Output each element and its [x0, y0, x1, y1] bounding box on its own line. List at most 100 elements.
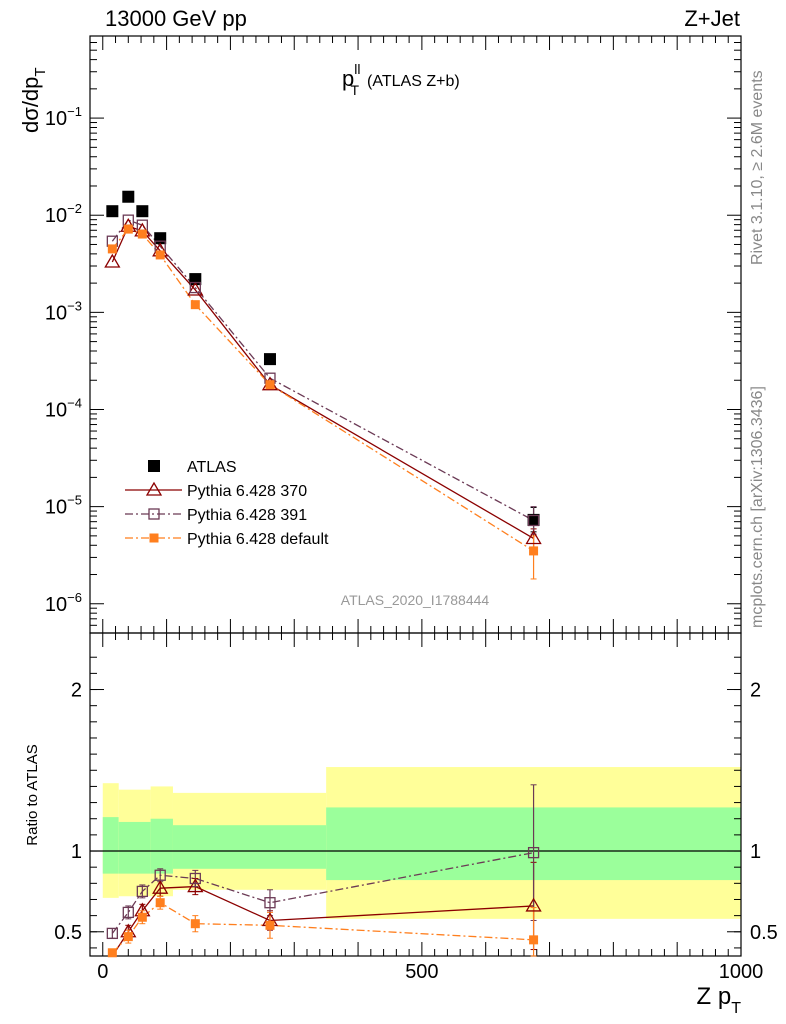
main-data-point: [137, 229, 147, 239]
main-y-tick-exp: −4: [67, 395, 82, 410]
main-data-point: [123, 224, 133, 234]
main-y-tick-base: 10: [45, 108, 67, 130]
legend-marker: [148, 508, 160, 520]
main-data-point: [187, 281, 204, 296]
main-y-tick-label: 10−6: [45, 590, 82, 616]
plot-title-suffix: (ATLAS Z+b): [367, 73, 460, 90]
main-series-line: [111, 225, 534, 540]
main-series-lines: [111, 219, 534, 552]
main-data-point: [106, 205, 119, 218]
process-label: Z+Jet: [684, 6, 740, 31]
ratio-panel: 0.5 0.5 1 1 2 2 0 500 1000 Ratio to ATLAS Z pT: [24, 632, 778, 1017]
main-y-tick-label: 10−1: [45, 104, 82, 130]
ratio-data-point: [155, 898, 165, 908]
legend-label: Pythia 6.428 391: [187, 507, 307, 524]
ratio-y-tick-label-left: 0.5: [54, 922, 82, 944]
ratio-data-point: [529, 935, 539, 945]
main-panel: 10−110−210−310−410−510−6 dσ/dpT pll T (ATL…: [18, 35, 742, 634]
plot-title-sub: T: [350, 82, 359, 98]
main-data-point: [155, 250, 165, 260]
plot-title-sup: ll: [354, 61, 360, 77]
legend-marker: [149, 533, 159, 543]
main-data-point: [263, 353, 276, 366]
main-data-point: [265, 380, 275, 390]
ratio-data-point: [187, 878, 204, 893]
ratio-data-point: [264, 897, 276, 909]
main-data-point: [527, 514, 540, 527]
legend: ATLAS Pythia 6.428 370 Pythia 6.428 391 Pyt…: [125, 459, 329, 548]
ratio-frame: [89, 632, 742, 957]
ratio-y-tick-label-left: 1: [71, 841, 82, 863]
ratio-data-point: [137, 912, 147, 922]
ratio-ticks: 0.5 0.5 1 1 2 2 0 500 1000: [54, 633, 778, 983]
main-y-tick-exp: −1: [67, 104, 82, 119]
legend-label: ATLAS: [187, 459, 237, 476]
ratio-green-band: [172, 825, 327, 869]
plot-title: pll T (ATLAS Z+b): [342, 61, 460, 98]
x-axis-label: Z pT: [697, 983, 742, 1017]
ratio-markers: [106, 846, 542, 958]
main-series-line: [111, 228, 534, 552]
ratio-green-band: [118, 821, 151, 874]
main-y-axis-label-sub: T: [32, 67, 49, 76]
main-data-point: [529, 546, 539, 556]
source-label: mcplots.cern.ch [arXiv:1306.3436]: [749, 386, 766, 628]
plot-title-main: p: [342, 66, 354, 91]
main-markers: [104, 190, 542, 556]
ratio-data-point: [152, 879, 169, 894]
main-data-point: [122, 190, 135, 203]
ratio-y-axis-label: Ratio to ATLAS: [24, 744, 41, 845]
main-y-tick-exp: −6: [67, 590, 82, 605]
legend-marker: [145, 481, 163, 496]
main-series-line: [111, 219, 534, 522]
ratio-green-band: [102, 817, 119, 874]
main-data-point: [154, 232, 167, 245]
main-y-tick-base: 10: [45, 302, 67, 324]
ratio-data-point: [265, 920, 275, 930]
analysis-watermark: ATLAS_2020_I1788444: [341, 592, 490, 608]
main-y-tick-label: 10−2: [45, 201, 82, 227]
ratio-data-point: [527, 846, 540, 859]
main-y-axis-label-main: dσ/dp: [18, 77, 43, 133]
ratio-y-tick-label-left: 2: [71, 680, 82, 702]
ratio-data-point: [122, 906, 134, 919]
ratio-data-point: [190, 919, 200, 929]
main-y-tick-base: 10: [45, 594, 67, 616]
main-data-point: [136, 205, 149, 218]
legend-label: Pythia 6.428 default: [187, 531, 329, 548]
main-y-tick-exp: −2: [67, 201, 82, 216]
x-axis-label-sub: T: [731, 1000, 741, 1017]
ratio-y-tick-label-right: 2: [750, 680, 761, 702]
legend-label: Pythia 6.428 370: [187, 483, 307, 500]
ratio-data-point: [106, 927, 118, 940]
ratio-data-point: [123, 932, 133, 942]
ratio-data-point: [136, 885, 148, 898]
main-y-tick-label: 10−5: [45, 493, 82, 519]
ratio-data-point: [525, 897, 542, 912]
ratio-data-point: [154, 869, 166, 881]
main-y-tick-label: 10−3: [45, 298, 82, 324]
main-data-point: [104, 253, 121, 268]
energy-label: 13000 GeV pp: [105, 6, 247, 31]
ratio-uncertainty-bands: [102, 767, 741, 919]
x-tick-label: 1000: [719, 961, 764, 983]
x-tick-label: 500: [405, 961, 438, 983]
main-ticks: 10−110−210−310−410−510−6: [45, 36, 742, 634]
main-data-point: [189, 281, 201, 294]
ratio-y-tick-label-right: 1: [750, 841, 761, 863]
ratio-y-tick-label-right: 0.5: [750, 922, 778, 944]
main-y-tick-base: 10: [45, 399, 67, 421]
main-data-point: [190, 300, 200, 310]
main-y-tick-base: 10: [45, 497, 67, 519]
main-data-point: [527, 513, 540, 526]
ratio-green-band: [150, 818, 173, 874]
legend-marker: [148, 460, 160, 472]
main-y-tick-exp: −3: [67, 298, 82, 313]
main-y-tick-exp: −5: [67, 493, 82, 508]
main-y-axis-label: dσ/dpT: [18, 67, 49, 133]
ratio-data-point: [189, 872, 201, 885]
ratio-data-point: [107, 948, 117, 958]
main-y-tick-base: 10: [45, 205, 67, 227]
main-y-tick-label: 10−4: [45, 395, 82, 421]
